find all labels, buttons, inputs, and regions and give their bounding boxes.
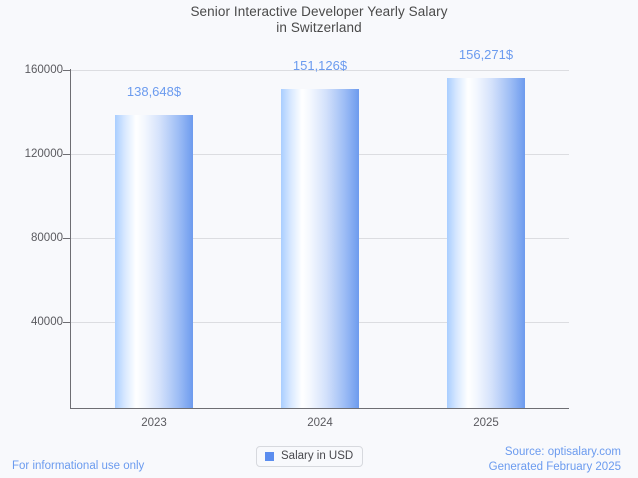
plot-area [71,70,569,408]
gridline-160000 [71,70,569,71]
chart-title-line-2: in Switzerland [276,20,362,35]
legend-swatch-salary-in-usd [265,452,274,461]
footer-attribution: Source: optisalary.com Generated Februar… [489,445,621,474]
y-axis-tick-label-160000: 160000 [24,64,63,76]
bar-2024[interactable] [281,88,359,408]
y-axis-tick-mark-80000 [63,238,71,239]
footer-generated: Generated February 2025 [488,460,621,473]
chart-title-line-1: Senior Interactive Developer Yearly Sala… [190,4,448,19]
y-axis-tick-mark-40000 [63,322,71,323]
x-axis-tick-label-2025: 2025 [473,417,499,429]
x-axis-tick-label-2023: 2023 [141,417,167,429]
y-axis-tick-label-80000: 80000 [31,232,63,244]
bar-value-label-2025: 156,271$ [458,46,514,62]
footer-source: Source: optisalary.com [504,446,621,458]
bar-value-label-2024: 151,126$ [292,57,348,73]
y-axis-tick-mark-120000 [63,154,71,155]
footer-disclaimer: For informational use only [12,460,145,472]
y-axis-tick-mark-160000 [63,70,71,71]
bar-2023[interactable] [115,114,193,408]
y-axis-tick-label-120000: 120000 [24,148,63,160]
chart-title: Senior Interactive Developer Yearly Sala… [0,4,638,36]
y-axis-line [70,69,71,409]
chart-legend[interactable]: Salary in USD [256,446,364,467]
x-axis-line [70,408,569,409]
legend-label-salary-in-usd: Salary in USD [281,450,354,462]
bar-2025[interactable] [447,77,525,408]
bar-value-label-2023: 138,648$ [126,83,182,99]
y-axis-tick-label-40000: 40000 [31,316,63,328]
x-axis-tick-label-2024: 2024 [307,417,333,429]
